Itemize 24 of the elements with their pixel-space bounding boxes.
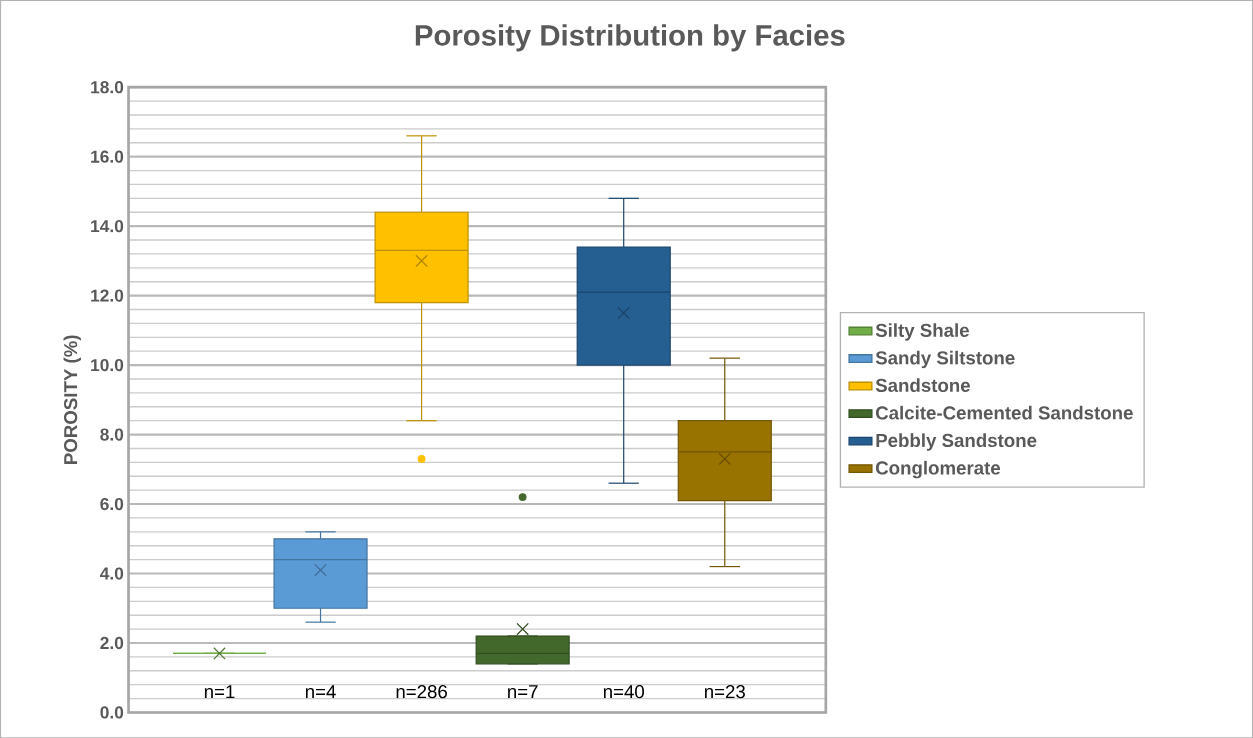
annotation: n=286 [396, 684, 447, 699]
annotation: n=4 [305, 685, 336, 698]
legend-label: Sandy Siltstone [875, 350, 1015, 369]
y-axis-title: POROSITY (%) [63, 335, 81, 464]
y-tick-label: 16.0 [91, 150, 124, 163]
y-tick-label: 4.0 [100, 567, 124, 580]
legend-label: Sandstone [875, 378, 970, 392]
chart-title: Porosity Distribution by Facies [415, 24, 845, 52]
y-tick-label: 8.0 [100, 428, 124, 441]
legend-label: Calcite-Cemented Sandstone [875, 405, 1133, 420]
legend-label: Silty Shale [875, 323, 969, 341]
legend-label: Conglomerate [875, 460, 1001, 479]
y-tick-label: 12.0 [91, 289, 124, 302]
annotation: n=1 [204, 685, 235, 698]
legend-label: Pebbly Sandstone [876, 433, 1037, 451]
y-tick-label: 14.0 [91, 219, 124, 233]
annotation: n=23 [704, 684, 745, 699]
y-tick-label: 2.0 [100, 636, 124, 649]
y-tick-label: 6.0 [100, 497, 124, 511]
y-tick-label: 10.0 [91, 358, 124, 372]
annotation: n=40 [603, 684, 645, 699]
y-tick-label: 0.0 [100, 706, 124, 719]
y-tick-label: 18.0 [91, 80, 124, 94]
annotation: n=7 [508, 685, 538, 698]
